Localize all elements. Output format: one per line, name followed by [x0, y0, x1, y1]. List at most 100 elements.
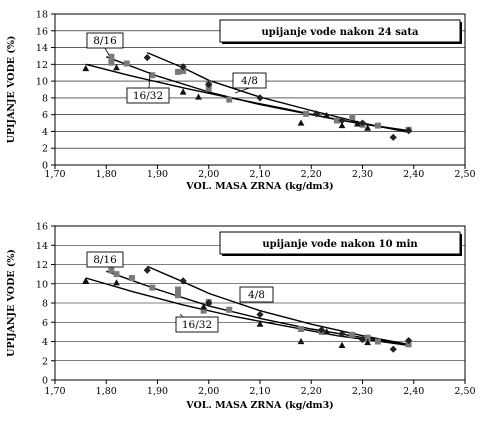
data-point-4-8 [205, 80, 213, 89]
data-point-8-16 [108, 59, 115, 66]
data-point-8-16 [349, 114, 356, 121]
data-point-8-16 [303, 110, 310, 117]
data-point-4-8 [312, 110, 320, 118]
y-axis-title: UPIJANJE VODE (%) [6, 249, 17, 357]
y-tick-label: 14 [36, 241, 48, 252]
y-axis-title: UPIJANJE VODE (%) [6, 36, 17, 144]
data-point-4-8 [338, 116, 346, 125]
data-point-16-32 [200, 303, 208, 310]
data-point-8-16 [149, 72, 156, 79]
x-tick-label: 2,00 [198, 386, 219, 397]
data-point-8-16 [298, 325, 304, 332]
data-point-8-16 [113, 271, 120, 278]
callout-label: 4/8 [248, 289, 265, 301]
x-tick-label: 1,80 [96, 169, 117, 180]
callout-leader [104, 47, 110, 56]
y-tick-label: 10 [36, 279, 48, 290]
data-point-16-32 [256, 320, 264, 327]
data-point-4-8 [405, 336, 413, 345]
y-tick-label: 12 [36, 260, 48, 271]
data-point-16-32 [82, 277, 90, 284]
data-point-8-16 [108, 53, 115, 60]
data-point-4-8 [143, 54, 151, 62]
x-tick-label: 2,30 [352, 169, 373, 180]
data-point-4-8 [389, 133, 397, 141]
x-tick-label: 2,40 [403, 169, 424, 180]
data-point-4-8 [358, 119, 367, 127]
x-tick-label: 2,20 [301, 386, 322, 397]
data-point-8-16 [333, 117, 340, 124]
data-point-16-32 [179, 88, 187, 95]
data-point-8-16 [405, 341, 412, 348]
y-tick-label: 10 [36, 77, 48, 88]
data-point-4-8 [143, 266, 151, 274]
x-tick-label: 2,00 [198, 169, 219, 180]
data-point-16-32 [364, 124, 372, 131]
y-tick-label: 16 [36, 26, 48, 37]
callout-leader [234, 87, 250, 94]
data-point-8-16 [175, 68, 181, 75]
data-point-16-32 [323, 328, 331, 335]
chart-10min: 0 2 4 6 8 10 12 14 16 1,70 1,80 1,90 2,00 2,10 2,20 2,3… [6, 222, 476, 412]
callout-box [126, 87, 170, 104]
x-tick-label: 2,20 [301, 169, 322, 180]
callout-label: 4/8 [241, 75, 258, 87]
y-tick-label: 14 [36, 43, 48, 54]
data-point-4-8 [256, 94, 264, 102]
chart-title-text: upijanje vode nakon 24 sata [262, 27, 419, 38]
data-point-16-32 [338, 341, 346, 348]
y-tick-label: 18 [36, 10, 48, 21]
callout-box [86, 32, 124, 49]
y-tick-label: 6 [42, 110, 48, 121]
callout-label: 8/16 [93, 254, 117, 266]
data-point-8-16 [374, 338, 381, 345]
data-point-8-16 [180, 68, 187, 75]
data-point-4-8 [256, 310, 264, 319]
title-box [219, 19, 461, 43]
callout-label: 8/16 [93, 35, 117, 47]
chart-title-text: upijanje vode nakon 10 min [262, 239, 418, 250]
callout-label: 16/32 [182, 319, 212, 331]
data-point-8-16 [108, 267, 115, 274]
y-tick-label: 2 [42, 356, 48, 367]
x-tick-label: 2,10 [249, 386, 270, 397]
chart-24h: 0 2 4 6 8 10 12 14 16 18 1,70 1,80 1,90 2,00 2,10 2,20 2… [6, 10, 476, 193]
data-point-8-16 [349, 331, 356, 338]
data-point-8-16 [226, 96, 233, 103]
data-point-8-16 [149, 284, 156, 291]
data-point-8-16 [175, 292, 181, 299]
callout-box [232, 72, 267, 89]
data-point-16-32 [338, 121, 346, 129]
x-tick-label: 1,90 [147, 386, 168, 397]
data-point-8-16 [175, 286, 181, 293]
callout-label: 16/32 [133, 90, 163, 102]
x-tick-label: 1,70 [44, 386, 65, 397]
x-tick-label: 2,40 [403, 386, 424, 397]
callout-box [239, 286, 274, 303]
x-tick-label: 2,30 [352, 386, 373, 397]
y-tick-label: 8 [42, 93, 48, 104]
x-axis-title: VOL. MASA ZRNA (kg/dm3) [185, 181, 333, 192]
data-point-4-8 [405, 127, 413, 135]
data-point-4-8 [389, 345, 397, 353]
x-tick-label: 2,50 [454, 169, 475, 180]
data-point-16-32 [364, 338, 372, 346]
y-tick-label: 4 [42, 337, 48, 348]
data-point-16-32 [113, 64, 120, 71]
x-tick-label: 2,10 [249, 169, 270, 180]
y-tick-label: 12 [36, 60, 48, 71]
data-point-4-8 [358, 335, 367, 344]
y-tick-label: 8 [42, 299, 48, 310]
x-axis-title: VOL. MASA ZRNA (kg/dm3) [185, 400, 333, 411]
y-tick-label: 2 [42, 144, 48, 155]
x-tick-label: 1,70 [44, 169, 65, 180]
y-tick-label: 16 [36, 222, 48, 233]
data-point-16-32 [113, 279, 120, 286]
data-point-16-32 [195, 93, 202, 100]
data-point-4-8 [179, 277, 187, 285]
data-point-16-32 [353, 120, 361, 127]
y-tick-label: 0 [42, 376, 48, 387]
data-point-4-8 [338, 330, 346, 338]
callout-box [86, 251, 124, 268]
